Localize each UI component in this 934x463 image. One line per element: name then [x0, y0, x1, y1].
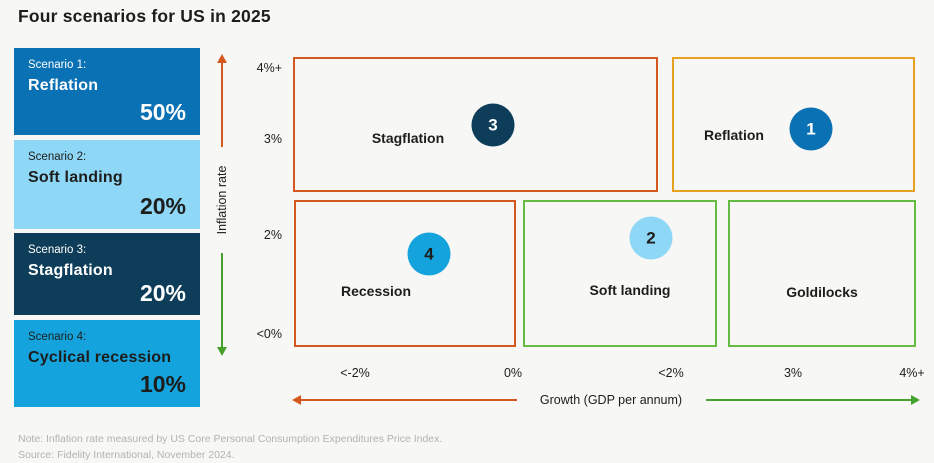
footnote-note: Note: Inflation rate measured by US Core…: [18, 433, 443, 445]
growth-axis-left-arrow-icon: [292, 395, 301, 405]
scenario-4-marker: 4: [407, 232, 451, 276]
scenario-card-stagflation: Scenario 3: Stagflation 20%: [14, 233, 200, 315]
inflation-axis-down-arrow-icon: [217, 347, 227, 356]
scenario-3-marker: 3: [471, 103, 515, 147]
scenario-probability: 20%: [139, 193, 186, 219]
y-tick-4pct-plus: 4%+: [256, 61, 282, 75]
stagflation-region-box: Stagflation 3: [293, 57, 658, 192]
y-tick-below-0pct: <0%: [256, 327, 282, 341]
x-tick-4pct-plus: 4%+: [899, 366, 925, 380]
soft-landing-region-label: Soft landing: [589, 282, 671, 298]
x-tick-3pct: 3%: [783, 366, 803, 380]
scenario-card-soft-landing: Scenario 2: Soft landing 20%: [14, 140, 200, 229]
scenario-card-cyclical-recession: Scenario 4: Cyclical recession 10%: [14, 320, 200, 407]
x-tick-below-2pct: <2%: [658, 366, 684, 380]
scenario-name: Soft landing: [28, 169, 123, 186]
scenario-probability: 20%: [139, 280, 186, 306]
stagflation-region-label: Stagflation: [371, 130, 445, 146]
scenario-name: Reflation: [28, 77, 99, 94]
inflation-axis-up-arrow-icon: [217, 54, 227, 63]
x-axis-label: Growth (GDP per annum): [539, 393, 683, 407]
y-axis-label: Inflation rate: [215, 165, 229, 235]
inflation-axis-upper-line: [221, 62, 223, 147]
scenario-label: Scenario 4:: [28, 331, 87, 343]
growth-axis-right-arrow-icon: [911, 395, 920, 405]
inflation-axis-lower-line: [221, 253, 223, 347]
recession-region-label: Recession: [340, 283, 412, 299]
scenario-label: Scenario 1:: [28, 59, 87, 71]
page-title: Four scenarios for US in 2025: [18, 6, 271, 26]
goldilocks-region-label: Goldilocks: [786, 284, 858, 300]
soft-landing-region-box: Soft landing 2: [523, 200, 717, 347]
x-tick-below-minus2pct: <-2%: [340, 366, 370, 380]
x-tick-0pct: 0%: [503, 366, 523, 380]
goldilocks-region-box: Goldilocks: [728, 200, 916, 347]
scenario-2-marker: 2: [629, 216, 673, 260]
scenario-label: Scenario 2:: [28, 151, 87, 163]
reflation-region-box: Reflation 1: [672, 57, 915, 192]
y-tick-3pct: 3%: [263, 132, 282, 146]
scenario-probability: 10%: [139, 371, 186, 397]
scenario-label: Scenario 3:: [28, 244, 87, 256]
reflation-region-label: Reflation: [704, 127, 764, 143]
scenario-1-marker: 1: [789, 107, 833, 151]
scenario-probability: 50%: [139, 99, 186, 125]
scenario-name: Cyclical recession: [28, 349, 172, 366]
scenario-card-reflation: Scenario 1: Reflation 50%: [14, 48, 200, 135]
growth-axis-right-line: [706, 399, 912, 401]
growth-axis-left-line: [301, 399, 517, 401]
scenario-name: Stagflation: [28, 262, 113, 279]
y-tick-2pct: 2%: [263, 228, 282, 242]
recession-region-box: Recession 4: [294, 200, 516, 347]
footnote-source: Source: Fidelity International, November…: [18, 449, 235, 461]
